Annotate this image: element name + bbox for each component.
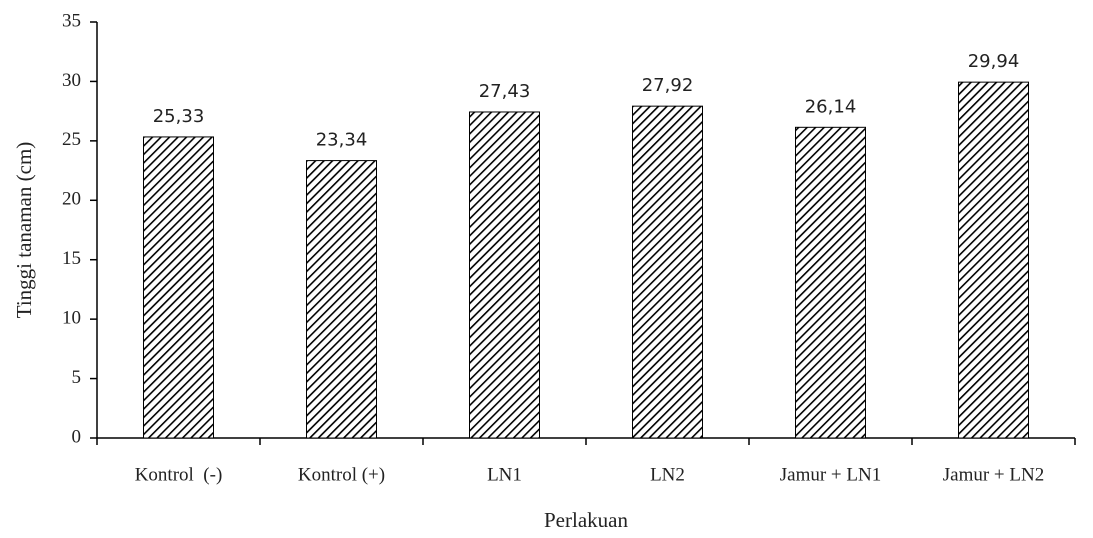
y-tick-label: 10 xyxy=(62,308,81,329)
bar xyxy=(632,105,703,439)
value-label: 26,14 xyxy=(805,96,857,117)
x-tick-label: LN2 xyxy=(650,464,685,485)
bar xyxy=(958,81,1029,439)
y-tick-label: 0 xyxy=(72,426,82,447)
y-tick-label: 5 xyxy=(72,367,82,388)
y-tick-label: 30 xyxy=(62,70,81,91)
bar xyxy=(795,126,866,439)
y-tick-label: 35 xyxy=(62,10,81,31)
value-label: 23,34 xyxy=(316,130,368,151)
bar xyxy=(469,111,540,439)
value-label: 25,33 xyxy=(153,106,205,127)
y-tick-label: 15 xyxy=(62,248,81,269)
value-label: 29,94 xyxy=(968,51,1020,72)
x-tick-label: Kontrol (-) xyxy=(135,464,223,485)
x-tick-label: Kontrol (+) xyxy=(298,464,385,485)
x-tick-label: Jamur + LN2 xyxy=(943,464,1044,485)
value-label: 27,92 xyxy=(642,75,694,96)
y-tick-label: 20 xyxy=(62,189,81,210)
y-tick-label: 25 xyxy=(62,129,81,150)
x-axis-title: Perlakuan xyxy=(544,508,628,532)
x-tick-label: LN1 xyxy=(487,464,522,485)
x-tick-label: Jamur + LN1 xyxy=(780,464,881,485)
bar xyxy=(306,160,377,439)
y-axis-title: Tinggi tanaman (cm) xyxy=(12,142,36,319)
value-label: 27,43 xyxy=(479,81,531,102)
bar xyxy=(143,136,214,439)
